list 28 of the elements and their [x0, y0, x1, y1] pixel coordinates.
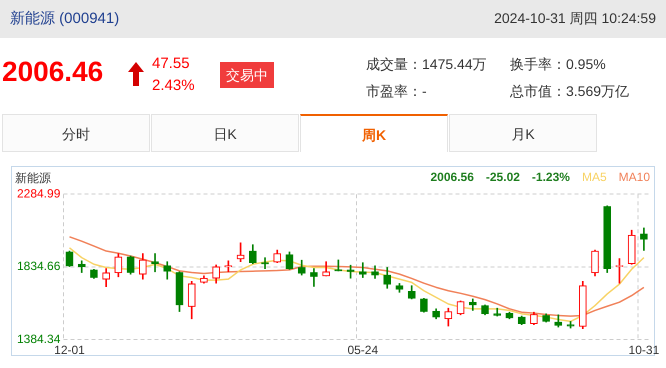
x-tick-label: 10-31 [628, 343, 660, 358]
text: 换手率：0.95% [510, 56, 606, 74]
text: -25.02 [486, 170, 520, 184]
candlestick [566, 321, 574, 328]
text: 新能源 [15, 170, 51, 187]
chart-subtitle: 2024-10-31 周四 10:24:59 [494, 10, 656, 28]
x-tick-label: 05-24 [347, 343, 378, 358]
text: MA10 [618, 170, 650, 184]
text: MA5 [582, 170, 607, 184]
text: 分时 [2, 114, 150, 152]
y-tick-label: 1834.66 [16, 259, 61, 274]
x-tick-label: 12-01 [54, 343, 86, 358]
text: 成交量：1475.44万 [366, 56, 487, 74]
candlestick [616, 258, 624, 284]
text: 周K [300, 114, 448, 152]
y-tick-label: 2284.99 [16, 186, 61, 201]
text: 2006.56 [430, 170, 474, 184]
text: -1.23% [532, 170, 570, 184]
text: 交易中 [220, 62, 274, 88]
chart-title: 新能源 (000941) [10, 9, 120, 28]
text: 月K [449, 114, 597, 152]
text: 市盈率：- [366, 83, 427, 101]
text: 2006.46 [2, 56, 104, 88]
text: 2.43% [152, 77, 195, 94]
text: 47.55 [152, 55, 190, 72]
text: 总市值：3.569万亿 [510, 83, 630, 101]
text: 日K [151, 114, 299, 152]
y-tick-label: 1384.34 [16, 332, 61, 346]
